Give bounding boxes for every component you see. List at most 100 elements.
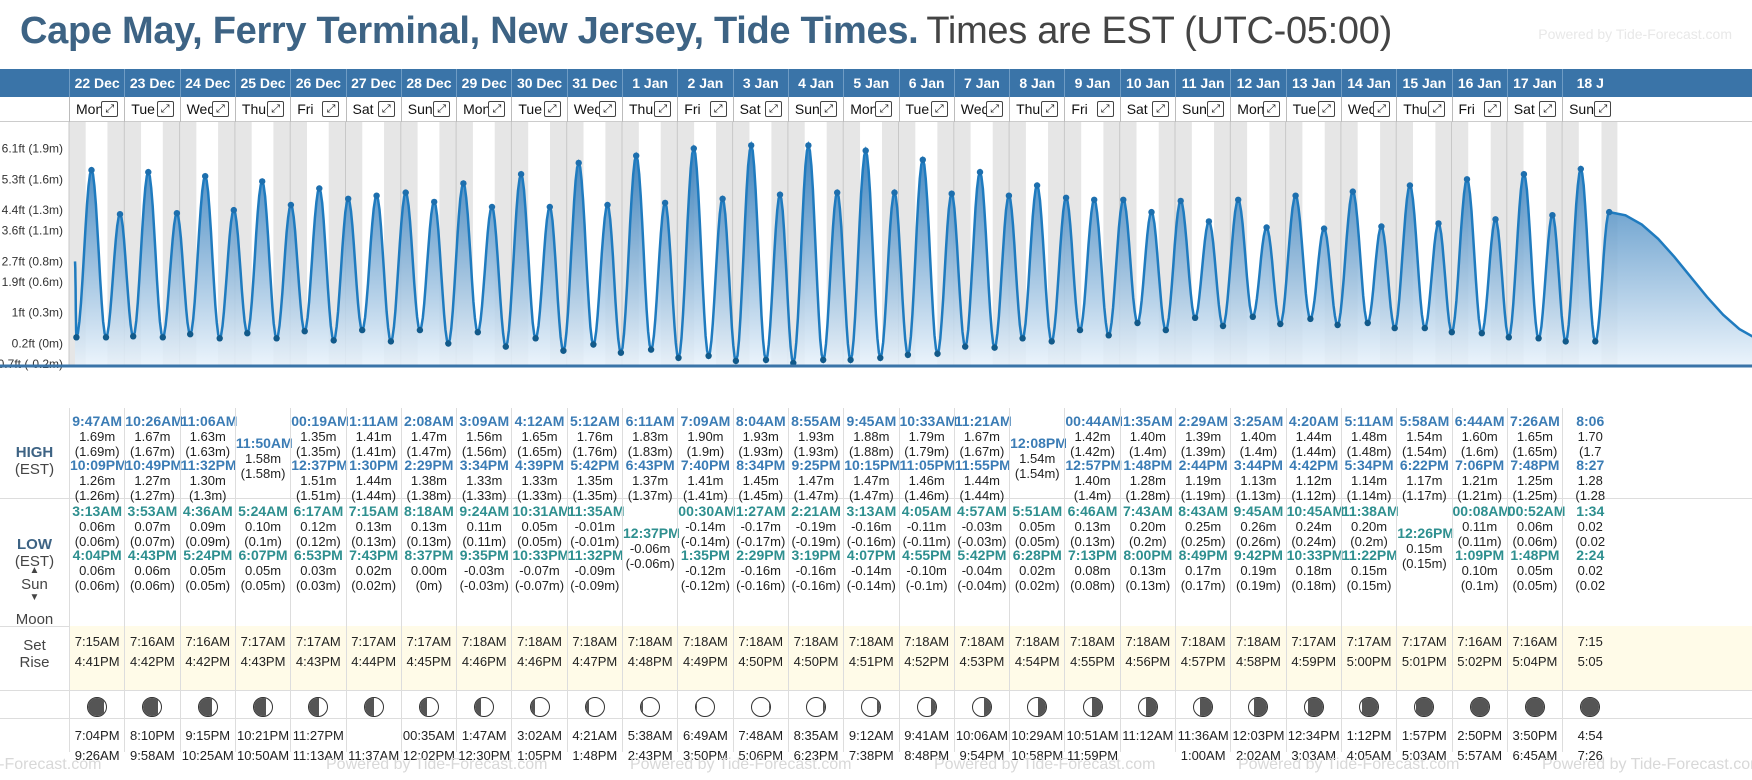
- expand-day-icon[interactable]: ⤢: [598, 101, 616, 117]
- tide-height: 1.65m: [521, 429, 558, 444]
- tide-height-alt: (0.13m): [1125, 578, 1171, 593]
- tide-height: 1.27m: [134, 473, 171, 488]
- high-tide-entry: 00:19AM 1.35m (1.35m): [291, 414, 349, 460]
- expand-day-icon[interactable]: ⤢: [101, 101, 119, 117]
- moon-phase-cell: [1397, 697, 1451, 723]
- low-tide-point: [705, 352, 712, 359]
- moon-phase-cell: [678, 697, 732, 723]
- expand-day-icon[interactable]: ⤢: [709, 101, 727, 117]
- low-label-tz: (EST): [14, 553, 55, 570]
- expand-day-icon[interactable]: ⤢: [488, 101, 506, 117]
- tide-height-alt: (1.13m): [1236, 488, 1281, 503]
- expand-day-icon[interactable]: ⤢: [1041, 101, 1059, 117]
- expand-day-icon[interactable]: ⤢: [1262, 101, 1280, 117]
- weekday-cell: Thu ⤢: [234, 97, 290, 122]
- tide-height-alt: (-0.01m): [570, 534, 620, 549]
- expand-day-icon[interactable]: ⤢: [875, 101, 893, 117]
- sunset-time: 4:59PM: [1291, 654, 1337, 669]
- weekday-cell: Tue ⤢: [124, 97, 179, 122]
- low-tide-point: [675, 354, 682, 361]
- low-tide-point: [847, 356, 854, 364]
- expand-day-icon[interactable]: ⤢: [986, 101, 1004, 117]
- expand-day-icon[interactable]: ⤢: [1317, 101, 1335, 117]
- tide-time: 2:44PM: [1178, 457, 1228, 473]
- low-tide-point: [762, 356, 770, 364]
- high-tide-point: [719, 195, 726, 202]
- expand-day-icon[interactable]: ⤢: [764, 101, 782, 117]
- tide-time: 4:43PM: [127, 547, 177, 563]
- tide-height-alt: (1.33m): [517, 488, 562, 503]
- expand-day-icon[interactable]: ⤢: [1483, 101, 1501, 117]
- moon-shade: [88, 698, 104, 716]
- tide-height: 0.11m: [466, 519, 502, 534]
- tide-time: 7:43AM: [1122, 503, 1173, 519]
- expand-day-icon[interactable]: ⤢: [820, 101, 838, 117]
- tide-height: -0.17m: [740, 519, 781, 534]
- date-cell: 28 Dec: [400, 69, 456, 97]
- expand-day-icon[interactable]: ⤢: [267, 101, 285, 117]
- tide-height-alt: (1.65m): [517, 444, 562, 459]
- sun-up-arrow-icon: ▲: [29, 565, 40, 576]
- tide-time: 2:29PM: [404, 457, 454, 473]
- low-tide-entry: 8:43AM 0.25m (0.25m): [1176, 504, 1230, 550]
- moon-phase-cell: [291, 697, 345, 723]
- expand-day-icon[interactable]: ⤢: [211, 101, 229, 117]
- expand-day-icon[interactable]: ⤢: [1373, 101, 1391, 117]
- tide-tables: HIGH (EST) LOW (EST) ▲ Sun ▼ Moon Set Rise 9…: [0, 408, 1752, 780]
- sunrise-time: 7:16AM: [1512, 634, 1558, 649]
- tide-height-alt: (0.12m): [295, 534, 341, 549]
- tide-height-alt: (1.3m): [188, 488, 227, 503]
- high-tide-entry: 1:48PM 1.28m (1.28m): [1121, 458, 1175, 504]
- high-tide-entry: 5:42PM 1.35m (1.35m): [568, 458, 622, 504]
- expand-day-icon[interactable]: ⤢: [543, 101, 561, 117]
- moon-phase-icon: [474, 697, 495, 717]
- expand-day-icon[interactable]: ⤢: [377, 101, 395, 117]
- moon-shade: [254, 698, 266, 716]
- weekday-label: Sat: [739, 101, 761, 117]
- date-cell: 12 Jan: [1230, 69, 1285, 97]
- expand-day-icon[interactable]: ⤢: [930, 101, 948, 117]
- tide-height-alt: (0.15m): [1346, 578, 1392, 593]
- y-tick-label: 4.4ft (1.3m): [2, 203, 63, 217]
- high-tide-point: [1091, 196, 1098, 203]
- expand-day-icon[interactable]: ⤢: [1428, 101, 1446, 117]
- tide-height: 1.83m: [632, 429, 669, 444]
- tide-height: 0.08m: [1074, 563, 1111, 578]
- tide-height: 0.05m: [189, 563, 226, 578]
- tide-height: 1.47m: [410, 429, 448, 444]
- high-tide-entry: 5:58AM 1.54m (1.54m): [1397, 414, 1451, 460]
- high-tide-point: [1263, 224, 1270, 231]
- date-cell: 15 Jan: [1396, 69, 1451, 97]
- tide-time: 7:06PM: [1455, 457, 1505, 473]
- weekday-cell: Wed ⤢: [1340, 97, 1396, 122]
- sunrise-time: 7:18AM: [738, 634, 784, 649]
- tide-height: 0.11m: [1462, 519, 1498, 534]
- expand-day-icon[interactable]: ⤢: [156, 101, 174, 117]
- expand-day-icon[interactable]: ⤢: [1594, 101, 1612, 117]
- tide-height: 0.13m: [1129, 563, 1166, 578]
- expand-day-icon[interactable]: ⤢: [654, 101, 672, 117]
- date-cell: 18 J: [1562, 69, 1617, 97]
- tide-height-alt: (-0.1m): [905, 578, 948, 593]
- tide-time: 12:37PM: [623, 525, 680, 541]
- high-tide-entry: 6:11AM 1.83m (1.83m): [623, 414, 677, 460]
- tide-height-alt: (1.28m): [1125, 488, 1171, 503]
- expand-day-icon[interactable]: ⤢: [433, 101, 451, 117]
- expand-day-icon[interactable]: ⤢: [1207, 101, 1225, 117]
- day-column: 2:29AM 1.39m (1.39m) 2:44PM 1.19m (1.19m) 8:43…: [1175, 408, 1230, 763]
- tide-height-alt: (1.48m): [1346, 444, 1392, 459]
- expand-day-icon[interactable]: ⤢: [1096, 101, 1114, 117]
- low-tide-entry: 10:45AM 0.24m (0.24m): [1287, 504, 1345, 550]
- tide-height: 1.54m: [1406, 429, 1443, 444]
- expand-day-icon[interactable]: ⤢: [1151, 101, 1169, 117]
- tide-height: 1.44m: [963, 473, 1001, 488]
- moonrise-time: 9:54PM: [959, 748, 1005, 763]
- weekday-row: Mon ⤢ Tue ⤢ Wed ⤢ Thu ⤢ Fri ⤢ Sat ⤢ Sun ⤢ Mon ⤢ Tue ⤢ Wed ⤢…: [0, 97, 1752, 122]
- high-tide-point: [173, 210, 181, 217]
- expand-day-icon[interactable]: ⤢: [322, 101, 340, 117]
- expand-day-icon[interactable]: ⤢: [1539, 101, 1557, 117]
- tide-time: 12:37PM: [291, 457, 348, 473]
- high-tide-point: [633, 152, 640, 159]
- tide-time: 10:15PM: [844, 457, 901, 473]
- low-tide-point: [1162, 326, 1170, 334]
